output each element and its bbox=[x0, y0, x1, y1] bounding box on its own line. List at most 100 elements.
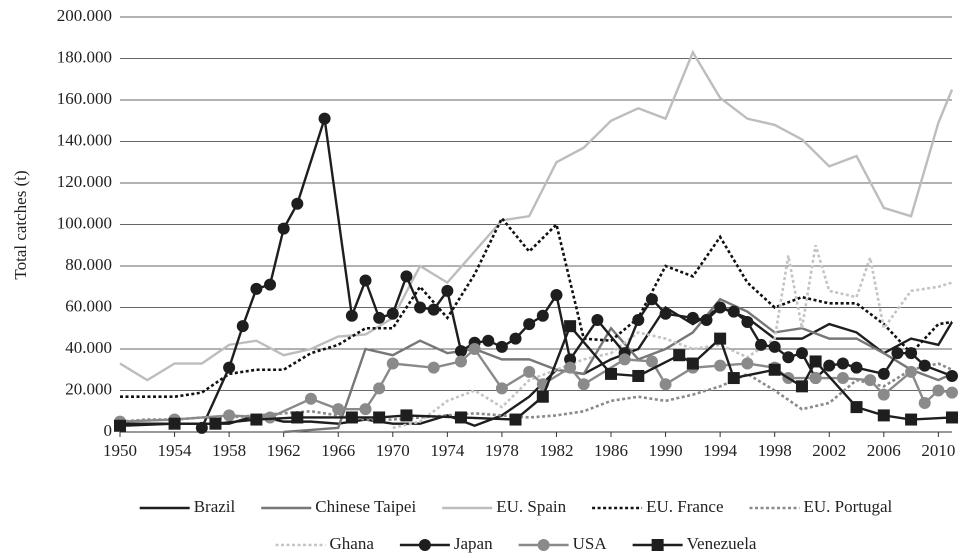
y-tick-label: 140.000 bbox=[57, 130, 112, 149]
marker bbox=[304, 392, 317, 405]
marker bbox=[536, 309, 549, 322]
marker bbox=[495, 382, 508, 395]
marker bbox=[564, 320, 577, 333]
marker bbox=[741, 316, 754, 329]
series-line bbox=[119, 347, 953, 423]
legend-item: EU. Spain bbox=[442, 497, 567, 516]
marker bbox=[700, 313, 713, 326]
x-tick-label: 1950 bbox=[103, 441, 137, 460]
marker bbox=[223, 409, 236, 422]
marker bbox=[768, 363, 781, 376]
marker bbox=[809, 372, 822, 385]
marker bbox=[359, 274, 372, 287]
marker bbox=[946, 411, 958, 424]
marker bbox=[714, 332, 727, 345]
x-tick-label: 1986 bbox=[594, 441, 628, 460]
marker bbox=[782, 351, 795, 364]
marker bbox=[291, 411, 304, 424]
legend-item: Brazil bbox=[139, 497, 236, 516]
marker bbox=[918, 359, 931, 372]
x-tick-label: 1982 bbox=[539, 441, 573, 460]
marker bbox=[659, 307, 672, 320]
marker bbox=[509, 413, 522, 426]
marker bbox=[454, 411, 467, 424]
x-tick-label: 1974 bbox=[430, 441, 465, 460]
marker bbox=[850, 401, 863, 414]
marker bbox=[932, 384, 945, 397]
marker bbox=[741, 357, 754, 370]
x-tick-label: 1966 bbox=[321, 441, 355, 460]
legend-label: Chinese Taipei bbox=[315, 497, 416, 516]
legend-label: Japan bbox=[454, 534, 493, 553]
marker bbox=[891, 347, 904, 360]
marker bbox=[795, 380, 808, 393]
legend-item: EU. France bbox=[592, 497, 724, 516]
series-line bbox=[119, 323, 953, 427]
x-tick-label: 1998 bbox=[758, 441, 792, 460]
marker bbox=[686, 357, 699, 370]
marker bbox=[468, 343, 481, 355]
marker bbox=[291, 197, 304, 210]
series-line bbox=[392, 244, 953, 430]
marker bbox=[632, 369, 645, 382]
marker bbox=[454, 355, 467, 368]
marker bbox=[877, 409, 890, 422]
legend-item: Venezuela bbox=[632, 534, 757, 553]
marker bbox=[523, 365, 536, 378]
y-tick-label: 0 bbox=[104, 421, 113, 440]
marker bbox=[386, 307, 399, 320]
marker bbox=[236, 320, 249, 333]
marker bbox=[537, 539, 550, 551]
marker bbox=[345, 309, 358, 322]
marker bbox=[373, 411, 386, 424]
marker bbox=[659, 378, 672, 391]
marker bbox=[223, 361, 236, 374]
marker bbox=[373, 311, 386, 324]
marker bbox=[946, 369, 958, 382]
marker bbox=[836, 357, 849, 370]
marker bbox=[714, 301, 727, 314]
marker bbox=[727, 372, 740, 385]
marker bbox=[727, 305, 740, 318]
y-tick-label: 40.000 bbox=[65, 338, 112, 357]
series-line bbox=[119, 49, 954, 382]
legend-label: Venezuela bbox=[687, 534, 757, 553]
y-tick-label: 120.000 bbox=[57, 172, 112, 191]
y-tick-label: 160.000 bbox=[57, 89, 112, 108]
marker bbox=[850, 361, 863, 374]
x-tick-label: 1994 bbox=[703, 441, 738, 460]
marker bbox=[427, 361, 440, 374]
marker bbox=[836, 372, 849, 385]
legend-label: Brazil bbox=[194, 497, 236, 516]
marker bbox=[509, 332, 522, 345]
x-tick-label: 2006 bbox=[867, 441, 901, 460]
marker bbox=[768, 340, 781, 353]
legend-item: Japan bbox=[399, 534, 493, 553]
x-tick-label: 2010 bbox=[921, 441, 955, 460]
marker bbox=[386, 357, 399, 370]
marker bbox=[400, 409, 413, 422]
marker bbox=[632, 313, 645, 326]
marker bbox=[877, 388, 890, 401]
marker bbox=[250, 413, 263, 426]
marker bbox=[373, 382, 386, 395]
marker bbox=[918, 396, 931, 409]
marker bbox=[905, 365, 918, 378]
marker bbox=[795, 347, 808, 360]
marker bbox=[114, 419, 126, 432]
marker bbox=[441, 284, 454, 297]
x-tick-label: 1978 bbox=[485, 441, 519, 460]
x-tick-label: 1990 bbox=[649, 441, 683, 460]
series-line bbox=[119, 362, 953, 423]
marker bbox=[864, 374, 877, 387]
marker bbox=[332, 403, 345, 416]
marker bbox=[414, 301, 427, 314]
legend-label: Ghana bbox=[330, 534, 375, 553]
y-tick-label: 200.000 bbox=[57, 6, 112, 25]
x-tick-label: 1962 bbox=[267, 441, 301, 460]
legend-item: Chinese Taipei bbox=[261, 497, 416, 516]
marker bbox=[536, 390, 549, 403]
y-tick-label: 180.000 bbox=[57, 47, 112, 66]
y-axis-label: Total catches (t) bbox=[11, 170, 30, 279]
